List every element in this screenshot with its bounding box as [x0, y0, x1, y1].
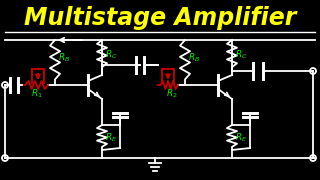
- Text: $R_B$: $R_B$: [58, 52, 70, 64]
- Text: $R_1$: $R_1$: [31, 88, 43, 100]
- Text: $R_C$: $R_C$: [105, 49, 118, 61]
- Text: $R_E$: $R_E$: [105, 132, 117, 144]
- Text: Multistage Amplifier: Multistage Amplifier: [24, 6, 296, 30]
- Text: $R_C$: $R_C$: [235, 49, 248, 61]
- Text: $R_E$: $R_E$: [235, 132, 247, 144]
- Text: $R_2$: $R_2$: [166, 88, 178, 100]
- Text: $R_B$: $R_B$: [188, 52, 200, 64]
